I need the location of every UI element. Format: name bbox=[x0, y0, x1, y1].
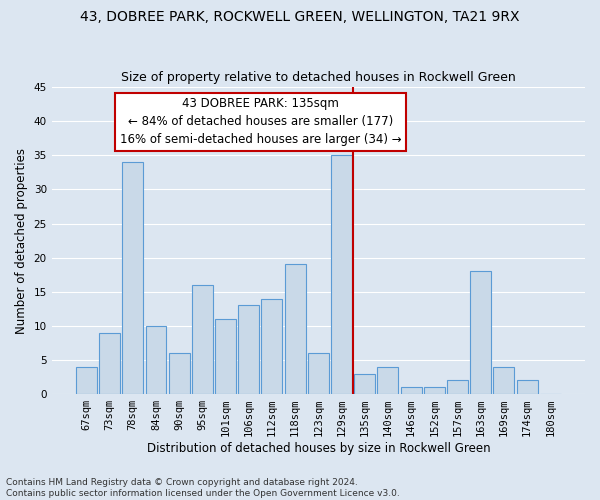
Bar bbox=[99, 332, 120, 394]
Bar bbox=[238, 306, 259, 394]
Bar bbox=[401, 388, 422, 394]
Bar bbox=[517, 380, 538, 394]
Bar bbox=[192, 285, 213, 394]
Bar bbox=[424, 388, 445, 394]
Y-axis label: Number of detached properties: Number of detached properties bbox=[15, 148, 28, 334]
Text: 43, DOBREE PARK, ROCKWELL GREEN, WELLINGTON, TA21 9RX: 43, DOBREE PARK, ROCKWELL GREEN, WELLING… bbox=[80, 10, 520, 24]
Bar bbox=[76, 367, 97, 394]
Bar bbox=[493, 367, 514, 394]
Bar bbox=[284, 264, 305, 394]
Bar bbox=[447, 380, 468, 394]
Text: 43 DOBREE PARK: 135sqm
← 84% of detached houses are smaller (177)
16% of semi-de: 43 DOBREE PARK: 135sqm ← 84% of detached… bbox=[119, 98, 401, 146]
Text: Contains HM Land Registry data © Crown copyright and database right 2024.
Contai: Contains HM Land Registry data © Crown c… bbox=[6, 478, 400, 498]
Bar bbox=[122, 162, 143, 394]
Title: Size of property relative to detached houses in Rockwell Green: Size of property relative to detached ho… bbox=[121, 72, 516, 85]
Bar bbox=[470, 272, 491, 394]
Bar bbox=[331, 156, 352, 394]
Bar bbox=[146, 326, 166, 394]
Bar bbox=[169, 353, 190, 394]
Bar bbox=[377, 367, 398, 394]
X-axis label: Distribution of detached houses by size in Rockwell Green: Distribution of detached houses by size … bbox=[146, 442, 490, 455]
Bar bbox=[308, 353, 329, 394]
Bar bbox=[262, 298, 283, 394]
Bar bbox=[354, 374, 375, 394]
Bar bbox=[215, 319, 236, 394]
